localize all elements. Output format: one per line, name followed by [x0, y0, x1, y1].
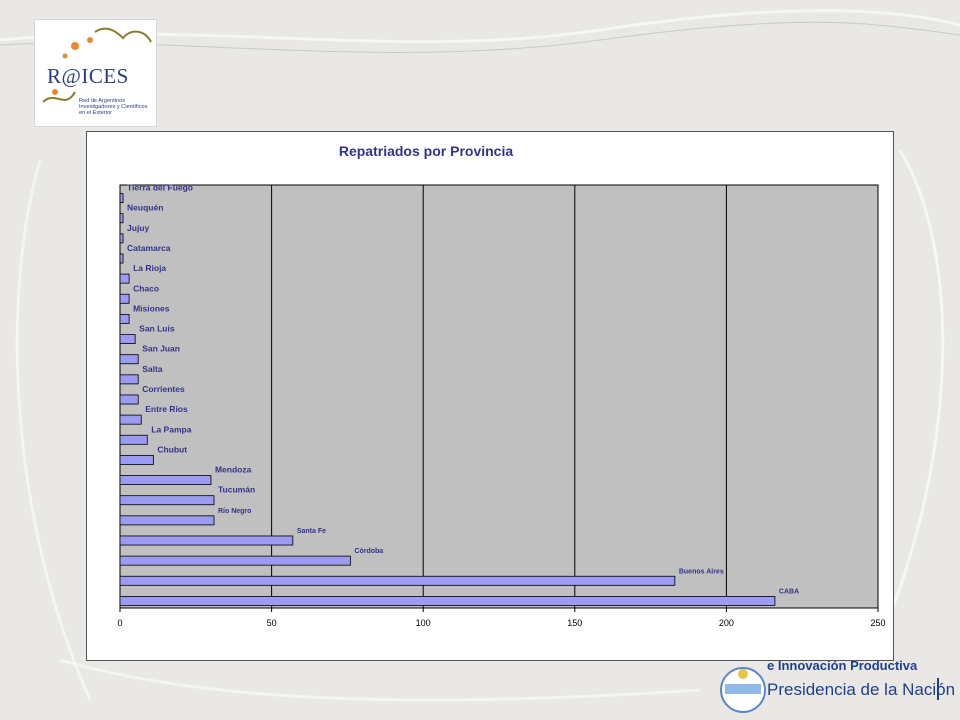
- bar-label: Tucumán: [218, 485, 255, 495]
- argentina-seal-icon: [720, 667, 766, 713]
- bar-tucumán: [119, 495, 215, 506]
- x-tick-label: 200: [719, 618, 734, 628]
- bar-la-rioja: [119, 273, 130, 284]
- raices-logo-graphic: [42, 27, 152, 103]
- bar-chubut: [119, 454, 154, 465]
- x-tick-label: 150: [567, 618, 582, 628]
- bar-jujuy: [119, 233, 124, 244]
- bar-label: San Luis: [139, 324, 175, 334]
- bar-san-juan: [119, 354, 139, 365]
- bar-córdoba: [119, 555, 351, 566]
- footer-ministry-text: e Innovación Productiva: [767, 658, 918, 673]
- bar-tierra-del-fuego: [119, 193, 124, 204]
- x-tick-label: 0: [117, 618, 122, 628]
- bar-salta: [119, 374, 139, 385]
- x-tick-label: 250: [870, 618, 885, 628]
- logo-wordmark: R@ICES: [47, 64, 129, 88]
- bar-label: Jujuy: [127, 223, 149, 233]
- chart-title: Repatriados por Provincia: [339, 143, 513, 159]
- bar-label: Río Negro: [218, 508, 251, 515]
- bar-chaco: [119, 293, 130, 304]
- bar-catamarca: [119, 253, 124, 264]
- x-tick-label: 100: [416, 618, 431, 628]
- bar-label: San Juan: [142, 344, 180, 354]
- bar-label: Chaco: [133, 283, 159, 293]
- bar-mendoza: [119, 475, 212, 486]
- bar-label: CABA: [779, 588, 799, 595]
- bar-san-luis: [119, 334, 136, 345]
- bar-label: Tierra del Fuego: [127, 183, 193, 193]
- bar-label: Misiones: [133, 303, 170, 313]
- chart-panel: Repatriados por Provincia 0 50 100 150 200 25…: [86, 131, 894, 661]
- x-tick-label: 50: [267, 618, 277, 628]
- bar-misiones: [119, 313, 130, 324]
- bar-label: Neuquén: [127, 203, 163, 213]
- bar-label: Chubut: [157, 444, 187, 454]
- bar-chart: Repatriados por Provincia 0 50 100 150 200 25…: [117, 143, 885, 628]
- bar-label: Buenos Aires: [679, 568, 724, 575]
- raices-logo: R@ICES Red de Argentinos Investigadores …: [34, 19, 157, 127]
- bar-buenos-aires: [119, 575, 676, 586]
- bar-entre-ríos: [119, 414, 142, 425]
- footer-presidency-text: Presidencia de la Nación: [767, 680, 956, 699]
- bar-caba: [119, 595, 776, 606]
- bar-label: Corrientes: [142, 384, 185, 394]
- bar-río-negro: [119, 515, 215, 526]
- bar-label: La Pampa: [151, 424, 191, 434]
- bar-corrientes: [119, 394, 139, 405]
- bar-la-pampa: [119, 434, 148, 445]
- bar-label: La Rioja: [133, 263, 166, 273]
- bar-label: Catamarca: [127, 243, 171, 253]
- bar-santa-fe: [119, 535, 294, 546]
- bar-label: Córdoba: [354, 548, 383, 555]
- bar-neuquén: [119, 213, 124, 224]
- bar-label: Salta: [142, 364, 163, 374]
- bar-label: Mendoza: [215, 465, 252, 475]
- bar-label: Entre Ríos: [145, 404, 188, 414]
- logo-subtitle: Red de Argentinos Investigadores y Cient…: [79, 98, 148, 116]
- footer-divider: [937, 678, 939, 700]
- bar-label: Santa Fe: [297, 528, 326, 535]
